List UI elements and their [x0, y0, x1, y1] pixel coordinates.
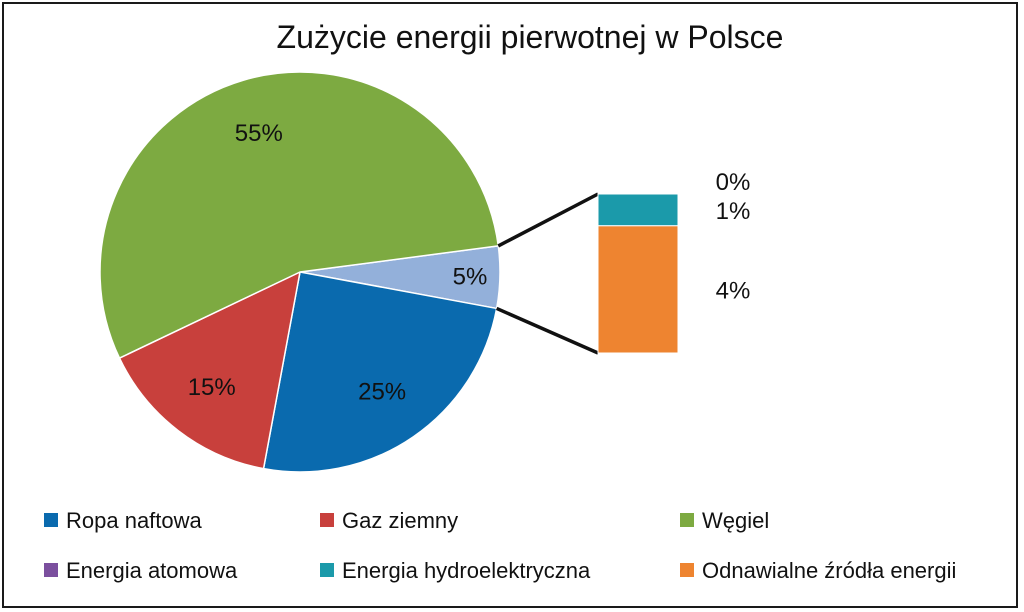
breakdown-connectors [495, 192, 599, 355]
legend-label: Energia hydroelektryczna [342, 558, 591, 583]
pie-slices [99, 71, 501, 473]
legend-label: Energia atomowa [66, 558, 238, 583]
legend-item-wegiel: Węgiel [680, 508, 769, 533]
connector-top [497, 192, 599, 248]
pie-label-wegiel: 55% [235, 120, 283, 147]
legend-item-ropa-naftowa: Ropa naftowa [44, 508, 203, 533]
legend-swatch [44, 563, 58, 577]
legend-label: Węgiel [702, 508, 769, 533]
legend: Ropa naftowa Gaz ziemny Węgiel Energia atom… [44, 508, 956, 583]
legend-item-energia-atomowa: Energia atomowa [44, 558, 238, 583]
pie-label-ropa-naftowa: 25% [358, 378, 406, 405]
legend-swatch [44, 513, 58, 527]
pie-label-gaz-ziemny: 15% [188, 374, 236, 401]
pie-label-pozostale: 5% [453, 263, 488, 290]
bar-label-energia-hydroelektryczna: 1% [716, 198, 751, 225]
connector-bottom [495, 306, 599, 355]
legend-label: Odnawialne źródła energii [702, 558, 956, 583]
pie-slice-gaz-ziemny [118, 270, 302, 470]
legend-label: Gaz ziemny [342, 508, 458, 533]
legend-swatch [320, 513, 334, 527]
legend-item-energia-hydroelektryczna: Energia hydroelektryczna [320, 558, 591, 583]
bar-label-odnawialne-zrodla-energii: 4% [716, 277, 751, 304]
bar-segment-odnawialne-zrodla-energii [597, 225, 679, 354]
pie-slice-ropa-naftowa [262, 271, 498, 473]
chart-title: Zużycie energii pierwotnej w Polsce [277, 19, 784, 55]
pie-labels: 5% 25% 15% 55% [188, 120, 488, 406]
legend-item-gaz-ziemny: Gaz ziemny [320, 508, 458, 533]
pie-slice-wegiel [99, 71, 500, 360]
breakdown-labels: 0%1% 4% [716, 169, 751, 304]
legend-item-odnawialne-zrodla-energii: Odnawialne źródła energii [680, 558, 956, 583]
legend-swatch [680, 563, 694, 577]
bar-segment-energia-hydroelektryczna [597, 193, 679, 227]
breakdown-bar [597, 193, 679, 354]
legend-label: Ropa naftowa [66, 508, 203, 533]
legend-swatch [320, 563, 334, 577]
bar-label-energia-atomowa: 0% [716, 169, 751, 196]
legend-swatch [680, 513, 694, 527]
